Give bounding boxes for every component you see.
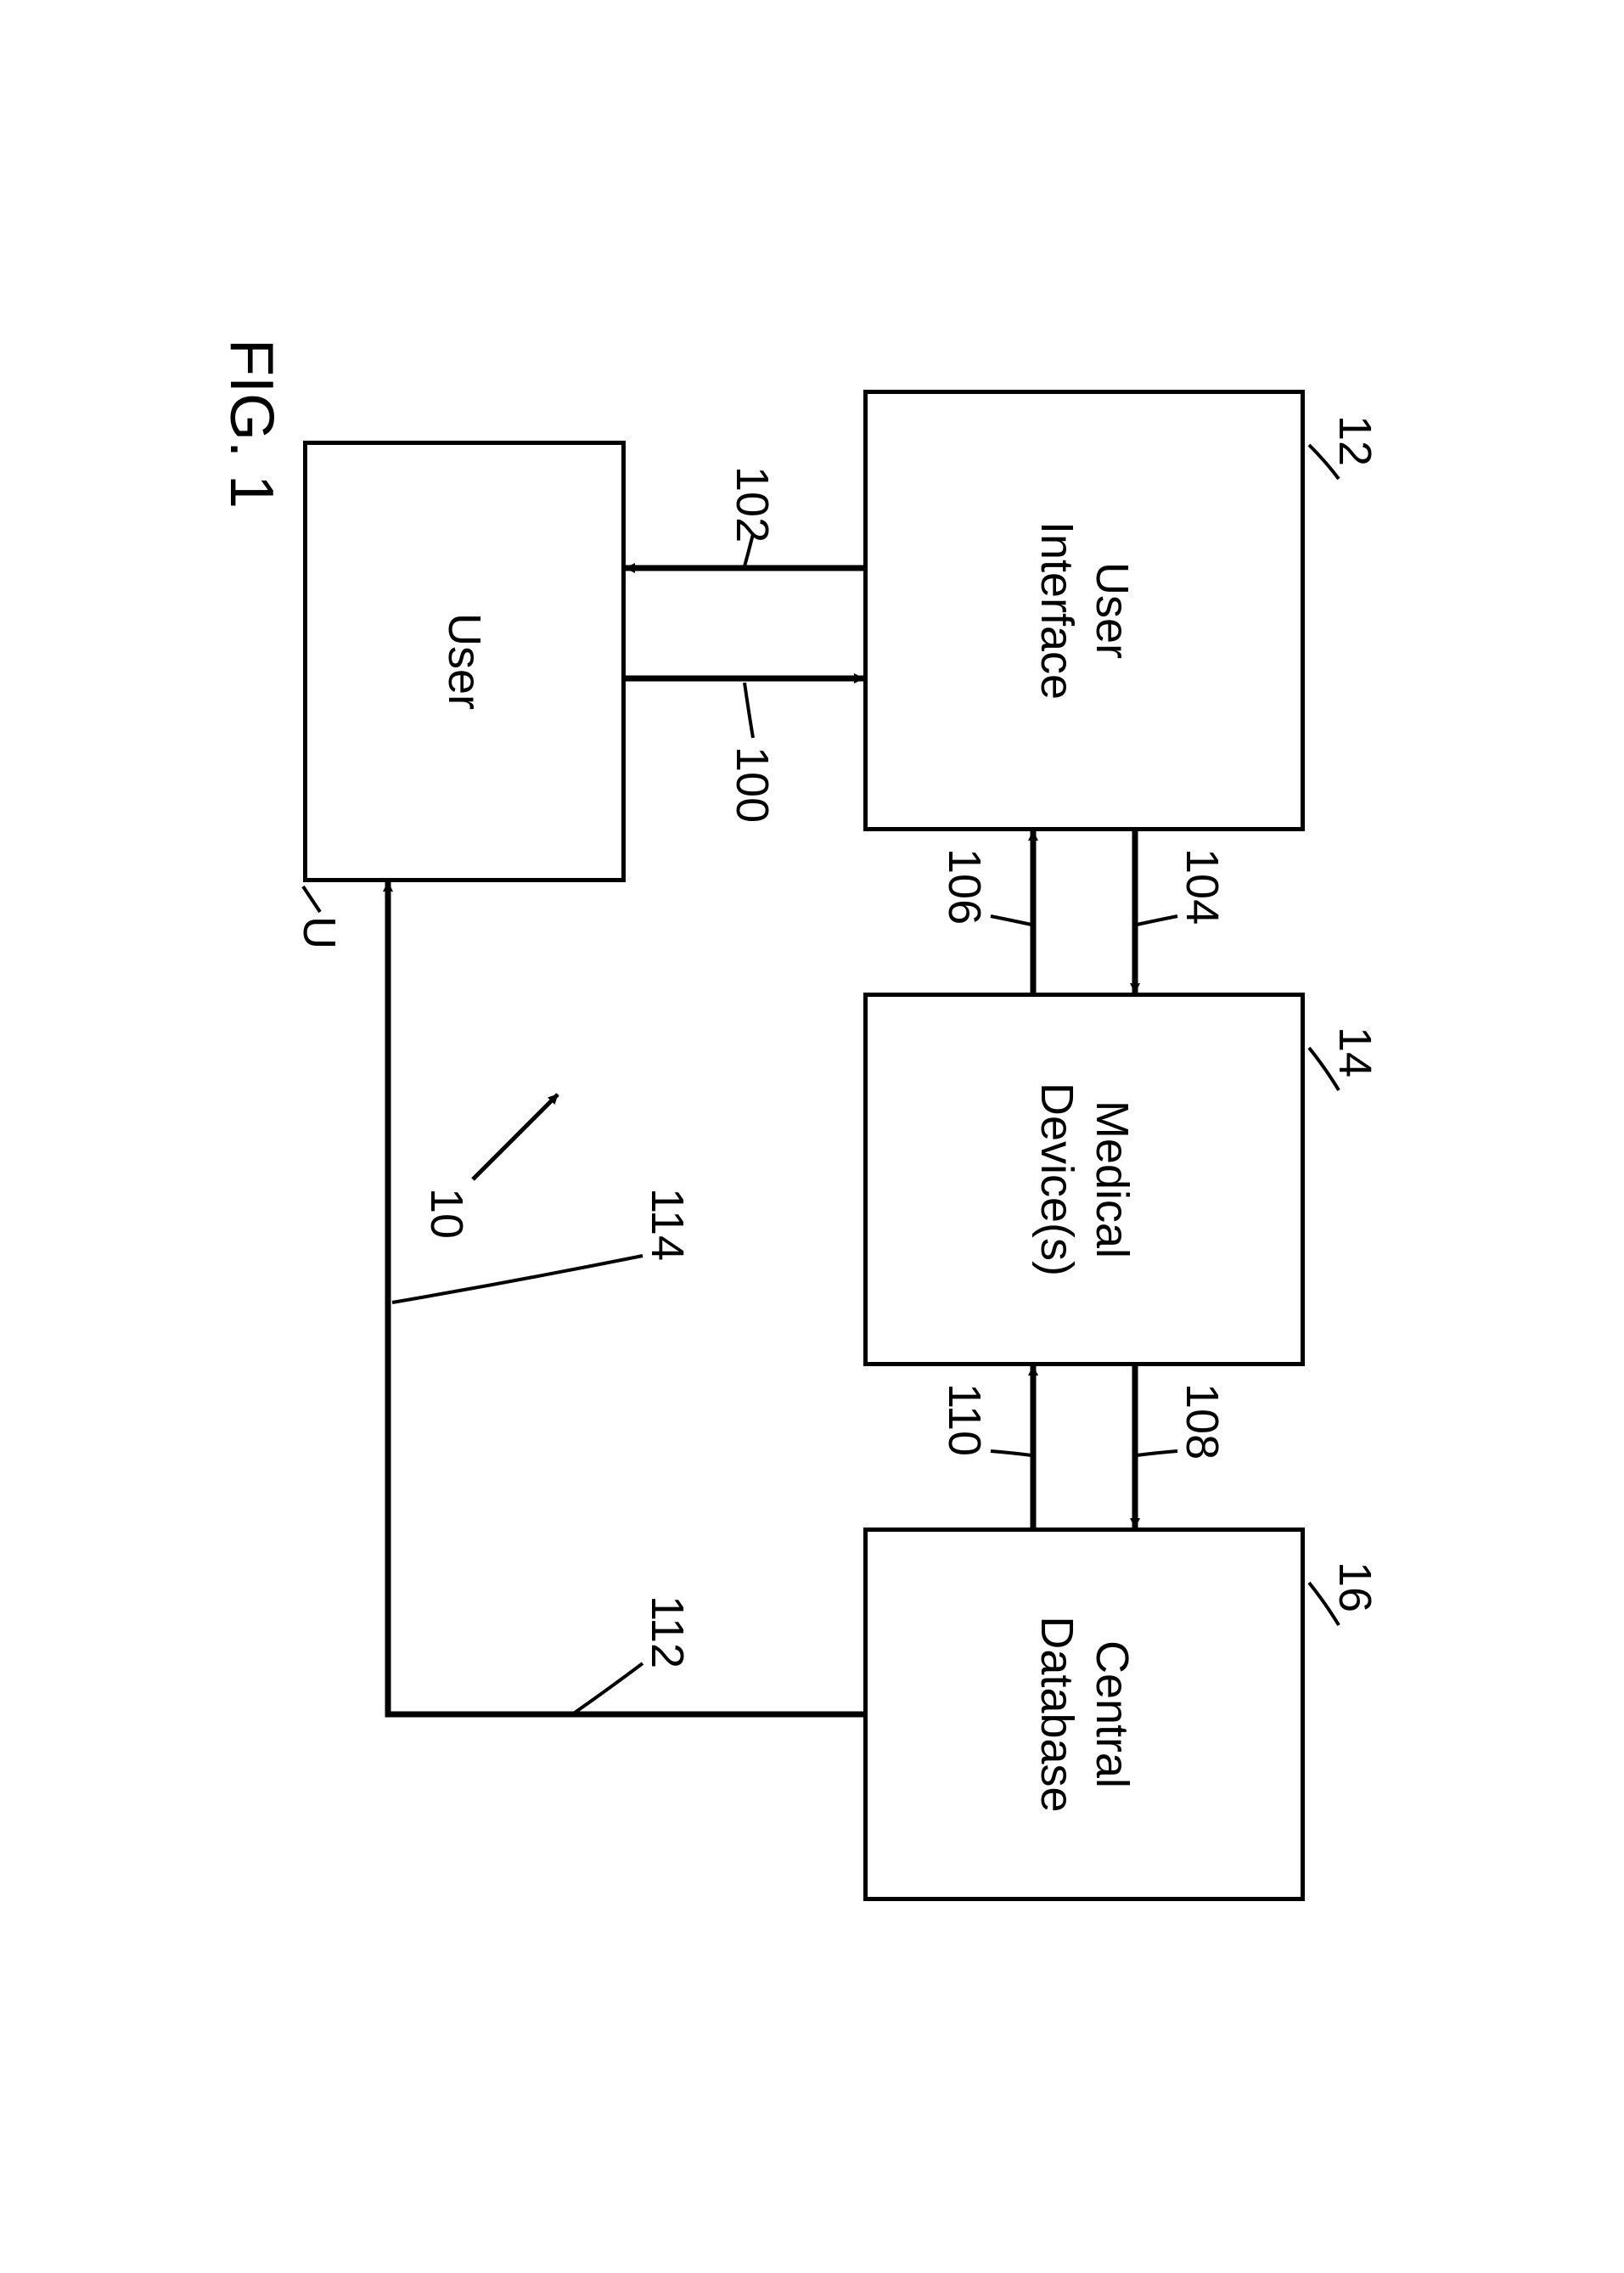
label-108: 108 <box>1176 1383 1228 1460</box>
figure-label: FIG. 1 <box>216 339 286 509</box>
label-110: 110 <box>938 1383 991 1456</box>
central-database-label: CentralDatabase <box>1029 1616 1139 1812</box>
label-112: 112 <box>641 1595 694 1668</box>
user-interface-label: UserInterface <box>1029 520 1139 699</box>
medical-devices-label: MedicalDevice(s) <box>1029 1082 1139 1275</box>
user-box-label: User <box>436 612 492 709</box>
label-106: 106 <box>938 848 991 925</box>
label-100: 100 <box>726 746 778 823</box>
label-10: 10 <box>420 1188 473 1239</box>
user-box: User <box>303 441 626 882</box>
diagram-canvas: UserInterface MedicalDevice(s) CentralDa… <box>218 288 1407 1986</box>
label-114: 114 <box>641 1188 694 1261</box>
ref-cd: 16 <box>1329 1561 1381 1612</box>
ref-user: U <box>293 916 346 949</box>
label-104: 104 <box>1176 848 1228 925</box>
user-interface-box: UserInterface <box>863 390 1305 831</box>
label-102: 102 <box>726 466 778 543</box>
ref-md: 14 <box>1329 1027 1381 1077</box>
ref-ui: 12 <box>1329 415 1381 466</box>
central-database-box: CentralDatabase <box>863 1528 1305 1901</box>
medical-devices-box: MedicalDevice(s) <box>863 993 1305 1366</box>
